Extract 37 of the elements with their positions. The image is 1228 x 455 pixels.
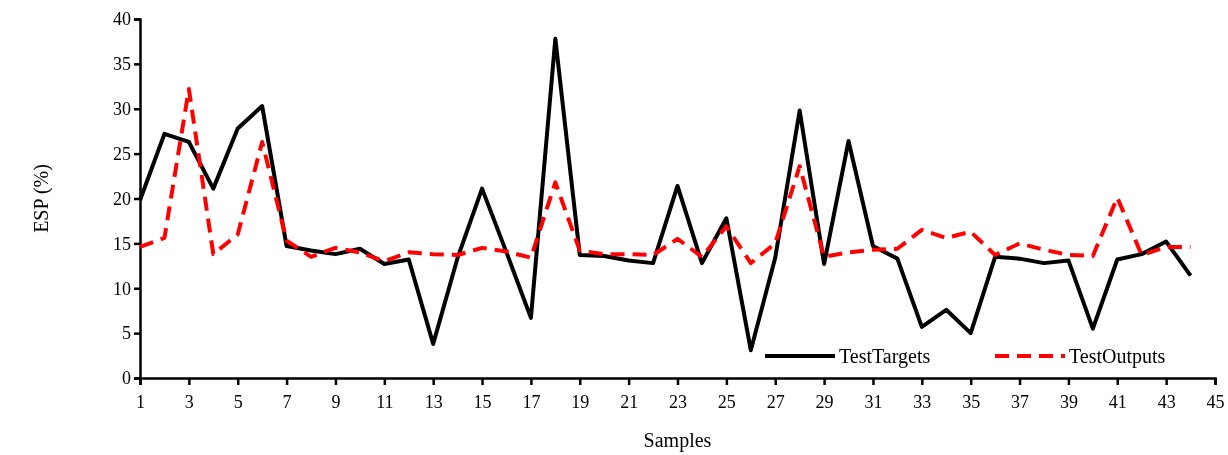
y-tick-label: 25	[113, 143, 131, 164]
y-tick-label: 5	[122, 323, 131, 344]
y-tick-label: 15	[113, 233, 131, 254]
x-tick-label: 43	[1157, 391, 1176, 412]
legend-label: TestOutputs	[1069, 345, 1166, 368]
y-tick-label: 20	[113, 188, 131, 209]
y-tick-label: 40	[113, 9, 131, 30]
x-tick-label: 27	[766, 391, 785, 412]
x-tick-label: 31	[864, 391, 883, 412]
x-tick-label: 19	[571, 391, 590, 412]
x-tick-label: 17	[522, 391, 541, 412]
y-tick-label: 30	[113, 99, 131, 120]
x-tick-label: 13	[424, 391, 443, 412]
x-tick-label: 33	[913, 391, 932, 412]
x-tick-label: 39	[1059, 391, 1078, 412]
y-tick-label: 10	[113, 278, 131, 299]
x-tick-label: 45	[1206, 391, 1225, 412]
x-tick-label: 11	[376, 391, 394, 412]
y-tick-label: 35	[113, 54, 131, 75]
x-tick-label: 9	[331, 391, 341, 412]
x-tick-label: 29	[815, 391, 834, 412]
x-tick-label: 1	[136, 391, 145, 412]
x-tick-label: 15	[473, 391, 492, 412]
x-axis-title: Samples	[643, 429, 712, 452]
line-series	[138, 87, 1193, 266]
x-tick-label: 37	[1011, 391, 1030, 412]
x-tick-label: 21	[620, 391, 639, 412]
y-tick-label: 0	[122, 368, 131, 389]
x-tick-label: 41	[1108, 391, 1127, 412]
x-tick-label: 25	[717, 391, 736, 412]
x-tick-label: 3	[184, 391, 194, 412]
x-tick-label: 35	[962, 391, 981, 412]
legend-label: TestTargets	[839, 345, 931, 368]
x-tick-label: 23	[669, 391, 687, 412]
x-tick-label: 5	[233, 391, 243, 412]
y-axis-title: ESP (%)	[30, 164, 53, 233]
x-tick-label: 7	[282, 391, 292, 412]
